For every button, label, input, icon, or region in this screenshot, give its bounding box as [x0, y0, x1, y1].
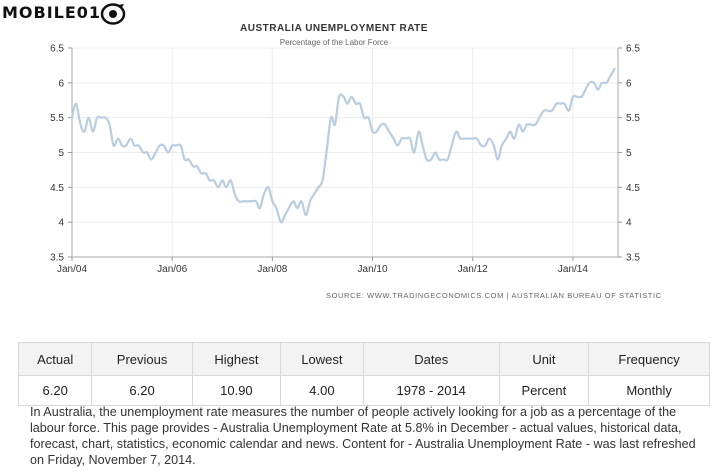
header-highest: Highest — [191, 342, 282, 376]
value-actual: 6.20 — [17, 375, 93, 406]
y-tick-label-right: 5.5 — [626, 113, 640, 124]
site-logo: MOBILE01 — [2, 3, 162, 25]
y-tick-label-left: 4 — [58, 218, 64, 229]
y-tick-label-right: 6.5 — [626, 44, 640, 55]
y-tick-label-right: 4 — [626, 218, 632, 229]
y-tick-label-left: 3.5 — [50, 253, 64, 264]
value-frequency: Monthly — [588, 375, 710, 406]
y-tick-label-left: 4.5 — [50, 183, 64, 194]
y-tick-label-left: 6.5 — [50, 44, 64, 55]
chart-grid — [71, 47, 618, 258]
value-unit: Percent — [498, 375, 590, 406]
value-lowest: 4.00 — [280, 375, 364, 406]
stats-value-row: 6.20 6.20 10.90 4.00 1978 - 2014 Percent… — [17, 375, 710, 406]
header-frequency: Frequency — [588, 342, 710, 376]
description-text: In Australia, the unemployment rate meas… — [30, 405, 696, 467]
y-tick-label-left: 5 — [58, 148, 64, 159]
x-axis: Jan/04 Jan/06 Jan/08 Jan/10 Jan/12 Jan/14 — [57, 257, 588, 275]
x-tick-label: Jan/04 — [57, 264, 87, 275]
series-points — [71, 68, 616, 223]
value-previous: 6.20 — [91, 375, 193, 406]
x-tick-label: Jan/10 — [358, 264, 388, 275]
chart-source: SOURCE: WWW.TRADINGECONOMICS.COM | AUSTR… — [326, 291, 662, 300]
chart: AUSTRALIA UNEMPLOYMENT RATE Percentage o… — [50, 23, 662, 300]
x-tick-label: Jan/06 — [157, 264, 187, 275]
y-tick-label-right: 4.5 — [626, 183, 640, 194]
y-tick-label-right: 6 — [626, 78, 632, 89]
logo-text: MOBILE01 — [2, 3, 102, 22]
y-tick-label-right: 3.5 — [626, 253, 640, 264]
stats-table: Actual Previous Highest Lowest Dates Uni… — [17, 342, 710, 406]
logo-emblem-icon — [100, 3, 126, 25]
x-tick-label: Jan/12 — [458, 264, 488, 275]
y-axis-left: 3.5 4 4.5 5 5.5 6 6.5 — [50, 44, 72, 264]
header-lowest: Lowest — [280, 342, 364, 376]
chart-subtitle: Percentage of the Labor Force — [280, 38, 389, 47]
y-tick-label-right: 5 — [626, 148, 632, 159]
y-axis-right: 3.5 4 4.5 5 5.5 6 6.5 — [618, 44, 640, 264]
header-dates: Dates — [362, 342, 500, 376]
y-tick-label-left: 6 — [58, 78, 64, 89]
x-tick-label: Jan/14 — [558, 264, 588, 275]
header-previous: Previous — [91, 342, 193, 376]
header-unit: Unit — [498, 342, 590, 376]
series-line — [70, 67, 616, 224]
stats-header-row: Actual Previous Highest Lowest Dates Uni… — [17, 342, 710, 376]
chart-title: AUSTRALIA UNEMPLOYMENT RATE — [240, 23, 428, 34]
x-tick-label: Jan/08 — [257, 264, 287, 275]
header-actual: Actual — [17, 342, 93, 376]
value-highest: 10.90 — [191, 375, 282, 406]
value-dates: 1978 - 2014 — [362, 375, 500, 406]
y-tick-label-left: 5.5 — [50, 113, 64, 124]
